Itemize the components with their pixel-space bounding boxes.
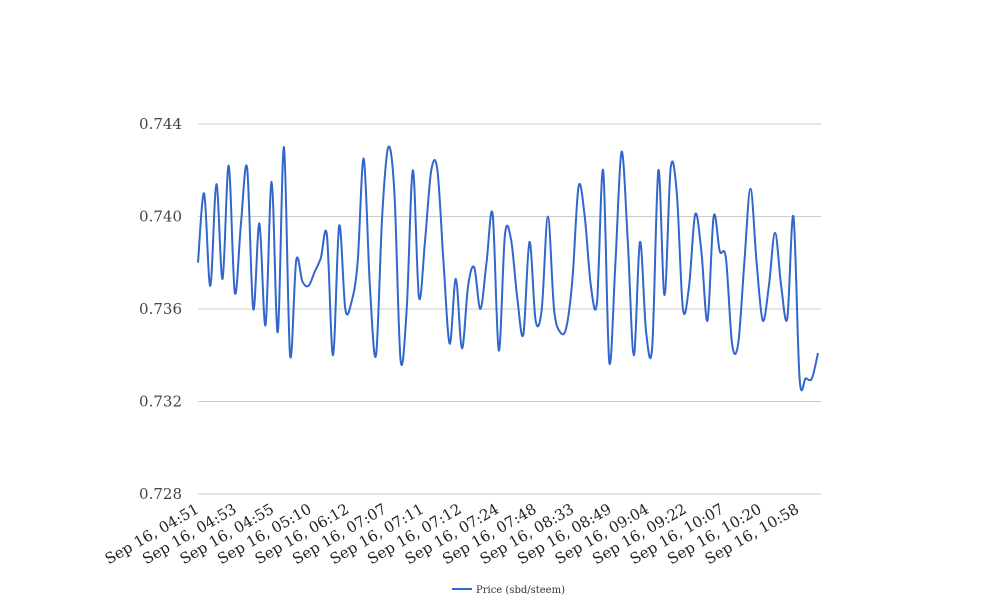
series-layer <box>197 145 819 392</box>
y-tick-label: 0.728 <box>139 485 182 503</box>
series-line-price <box>197 145 819 392</box>
y-tick-label: 0.740 <box>139 208 182 226</box>
y-axis-ticks: 0.728 0.732 0.736 0.740 0.744 <box>139 115 182 503</box>
legend-label: Price (sbd/steem) <box>476 585 565 596</box>
y-tick-label: 0.744 <box>139 115 182 133</box>
y-tick-label: 0.736 <box>139 300 182 318</box>
y-tick-label: 0.732 <box>139 393 182 411</box>
legend[interactable]: Price (sbd/steem) <box>452 585 565 596</box>
gridlines <box>198 123 821 495</box>
